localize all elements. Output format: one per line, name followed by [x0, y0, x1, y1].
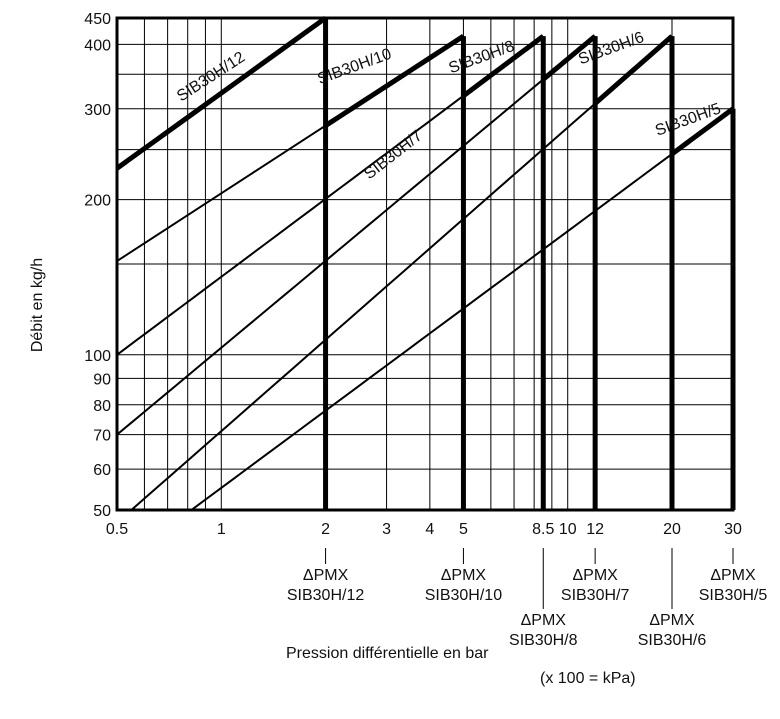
y-tick-label: 100 [84, 348, 111, 365]
curve-heavy-sib30h-10 [324, 34, 465, 128]
dpmx-label: ΔPMX [521, 612, 567, 629]
x-axis-label: Pression différentielle en bar [286, 645, 489, 662]
curve-heavy-sib30h-7 [541, 34, 597, 82]
dpmx-label: ΔPMX [441, 567, 487, 584]
dpmx-label: ΔPMX [710, 567, 756, 584]
curve-sib30h-5 [190, 107, 734, 511]
dpmx-series-label: SIB30H/8 [509, 632, 578, 649]
x-tick-label: 0.5 [106, 521, 128, 538]
x-tick-label: 8.5 [532, 521, 554, 538]
plot-frame [115, 16, 735, 512]
curve-heavy-sib30h-5 [670, 106, 735, 156]
y-tick-label: 90 [93, 371, 111, 388]
y-tick-label: 200 [84, 193, 111, 210]
dpmx-series-label: SIB30H/10 [425, 587, 502, 604]
x-axis-unit: (x 100 = kPa) [540, 670, 636, 687]
series-label: SIB30H/12 [174, 49, 248, 105]
dpmx-series-label: SIB30H/6 [638, 632, 707, 649]
series-label: SIB30H/8 [447, 38, 517, 77]
x-tick-label: 2 [321, 521, 330, 538]
x-tick-label: 3 [382, 521, 391, 538]
dpmx-series-label: SIB30H/5 [699, 587, 768, 604]
y-tick-label: 400 [84, 37, 111, 54]
curve-heavy-sib30h-6 [593, 34, 674, 106]
x-tick-label: 4 [425, 521, 434, 538]
y-tick-label: 300 [84, 102, 111, 119]
dpmx-label: ΔPMX [572, 567, 618, 584]
series-label: SIB30H/7 [361, 127, 426, 183]
dpmx-series-label: SIB30H/12 [287, 587, 364, 604]
y-tick-label: 80 [93, 398, 111, 415]
y-tick-label: 60 [93, 462, 111, 479]
curve-sib30h-6 [130, 35, 673, 511]
x-tick-labels: 0.5 1 2 3 4 5 8.5 10 12 20 30 [106, 521, 742, 538]
y-tick-label: 450 [84, 11, 111, 28]
dpmx-series-label: SIB30H/7 [561, 587, 630, 604]
curve-sib30h-7 [116, 35, 596, 436]
y-axis-label: Débit en kg/h [29, 257, 46, 353]
x-tick-label: 5 [459, 521, 468, 538]
dpmx-label: ΔPMX [303, 567, 349, 584]
x-tick-label: 30 [724, 521, 742, 538]
series-label: SIB30H/5 [653, 100, 723, 139]
x-tick-label: 10 [559, 521, 577, 538]
x-tick-label: 1 [217, 521, 226, 538]
y-tick-labels: 50 60 70 80 90 100 200 300 400 450 [84, 11, 111, 520]
x-tick-label: 20 [663, 521, 681, 538]
y-tick-label: 70 [93, 428, 111, 445]
minor-grid [117, 18, 734, 510]
x-tick-label: 12 [586, 521, 604, 538]
curve-heavy-sib30h-12 [115, 15, 328, 171]
dpmx-annotations: ΔPMX SIB30H/12 ΔPMX SIB30H/10 ΔPMX SIB30H/8 ΔP… [287, 548, 767, 649]
dpmx-label: ΔPMX [649, 612, 695, 629]
y-tick-label: 50 [93, 503, 111, 520]
series-label: SIB30H/6 [576, 29, 646, 68]
curve-heavy-sib30h-8 [461, 34, 545, 98]
